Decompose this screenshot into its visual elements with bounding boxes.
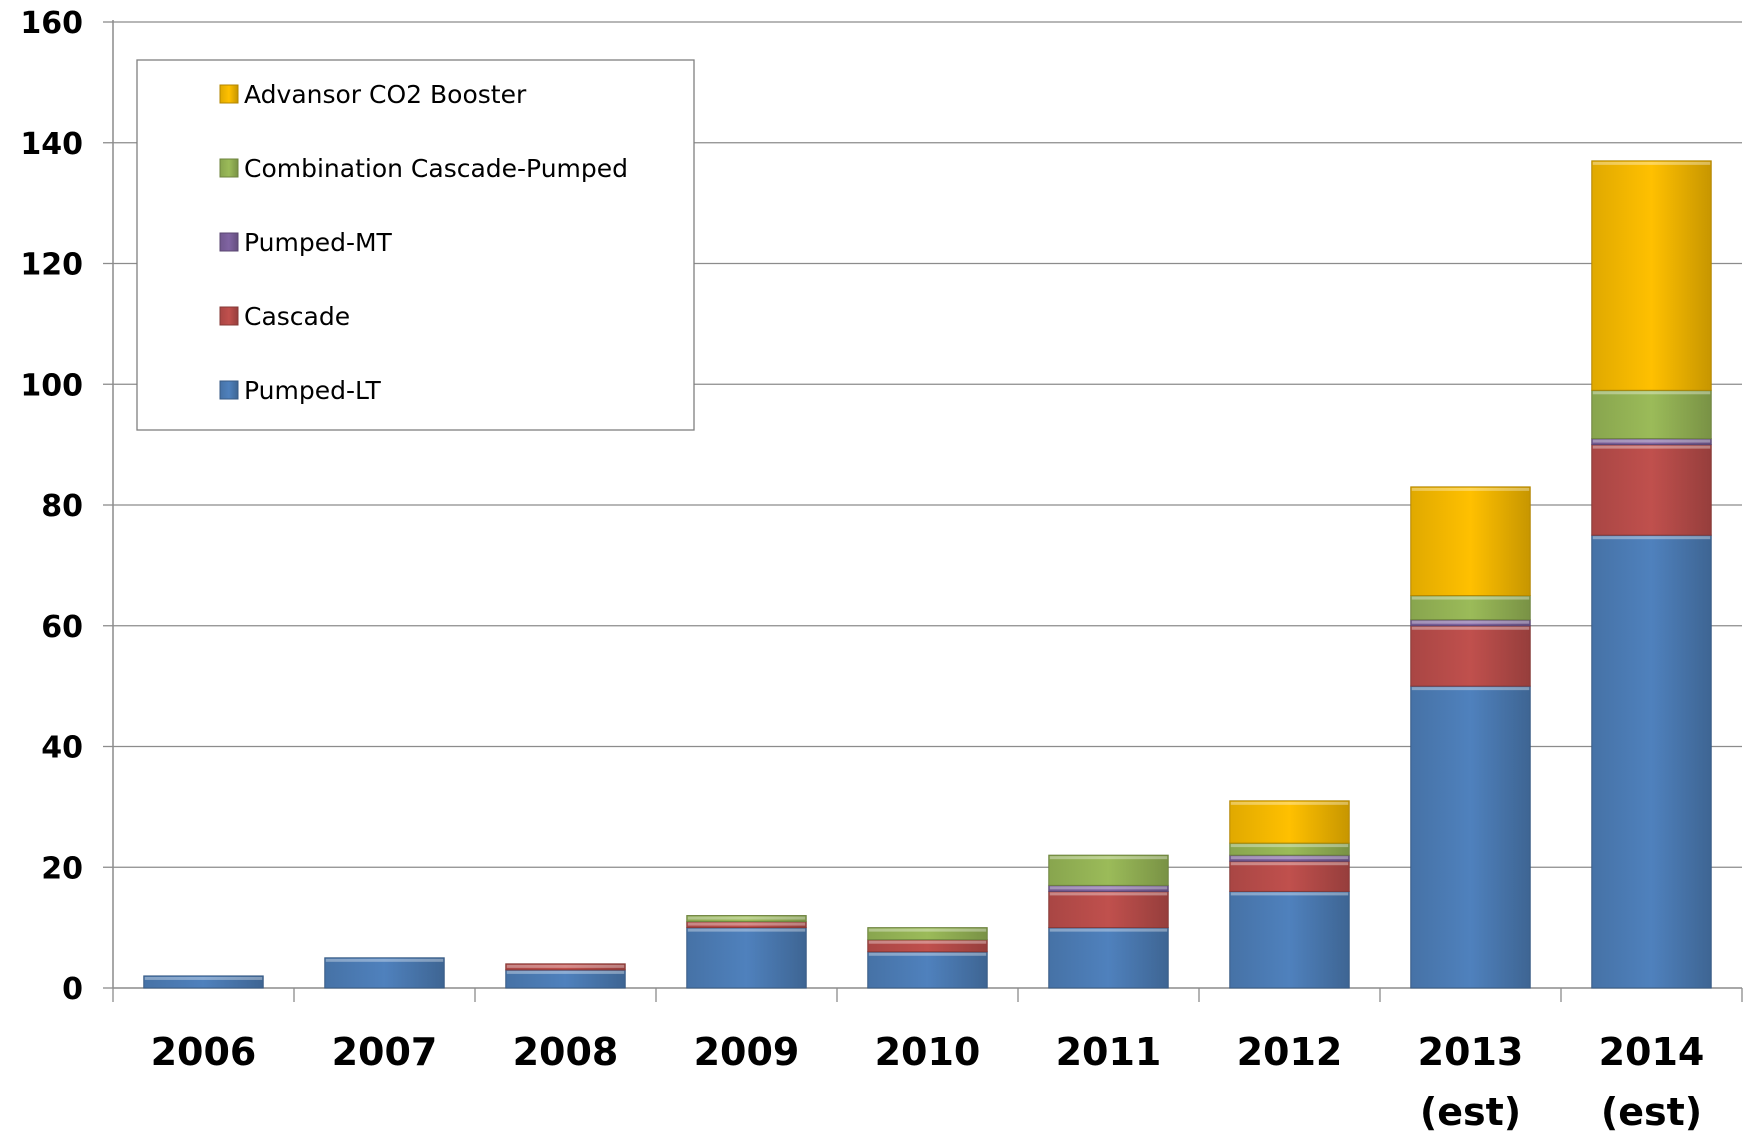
bar-highlight — [1411, 626, 1530, 630]
legend-swatch — [219, 380, 239, 400]
bar-highlight — [506, 970, 625, 974]
bar-highlight — [325, 958, 444, 962]
bar-highlight — [1049, 886, 1168, 890]
x-tick-label: 2014 — [1599, 1030, 1705, 1074]
bar-highlight — [1230, 856, 1349, 860]
y-tick-label: 60 — [41, 610, 83, 645]
bar-highlight — [687, 922, 806, 926]
x-tick-label: 2009 — [694, 1030, 800, 1074]
x-tick-label: 2006 — [151, 1030, 257, 1074]
bar-highlight — [687, 928, 806, 932]
x-axis-ticks: 2006 2007 2008 2009 2010 2011 2012 2013 (est) 201… — [151, 1030, 1705, 1134]
legend-swatch — [219, 84, 239, 104]
y-tick-label: 80 — [41, 489, 83, 524]
y-tick-label: 120 — [20, 248, 83, 283]
bar-cascade-2012 — [1229, 860, 1350, 892]
bar-cascade-2014 — [1591, 444, 1712, 536]
bar-highlight — [506, 964, 625, 968]
legend-swatch — [219, 232, 239, 252]
bar-combination-cascade-pumped-2011 — [1048, 854, 1169, 886]
bar-cascade-2008 — [505, 963, 626, 971]
x-tick-label: (est) — [1420, 1090, 1521, 1134]
bar-advansor-co2-booster-2014 — [1591, 160, 1712, 391]
y-tick-label: 140 — [20, 127, 83, 162]
bar-highlight — [1049, 928, 1168, 932]
bar-cascade-2013 — [1410, 625, 1531, 687]
bar-pumped-lt-2014 — [1591, 534, 1712, 989]
legend-label: Cascade — [244, 302, 350, 331]
bar-pumped-lt-2007 — [324, 957, 445, 989]
legend-label: Pumped-LT — [244, 376, 381, 405]
y-axis-ticks: 0 20 40 60 80 100 120 140 160 — [20, 6, 113, 1007]
bar-advansor-co2-booster-2012 — [1229, 800, 1350, 844]
legend-label: Advansor CO2 Booster — [244, 80, 527, 109]
legend-swatch — [219, 306, 239, 326]
bar-highlight — [1411, 487, 1530, 491]
bar-highlight — [1592, 391, 1711, 395]
bar-cascade-2011 — [1048, 890, 1169, 929]
bars — [143, 160, 1712, 989]
bar-pumped-lt-2013 — [1410, 685, 1531, 989]
bar-highlight — [1592, 445, 1711, 449]
bar-pumped-lt-2006 — [143, 975, 264, 989]
bar-highlight — [868, 940, 987, 944]
legend-swatch — [219, 158, 239, 178]
bar-highlight — [1049, 856, 1168, 860]
bar-highlight — [1230, 862, 1349, 866]
x-tick-label: 2008 — [513, 1030, 619, 1074]
bar-highlight — [1411, 687, 1530, 691]
y-tick-label: 40 — [41, 731, 83, 766]
bar-highlight — [868, 952, 987, 956]
bar-highlight — [687, 916, 806, 920]
bar-pumped-lt-2012 — [1229, 890, 1350, 989]
x-tick-label: 2011 — [1056, 1030, 1162, 1074]
bar-combination-cascade-pumped-2009 — [686, 915, 807, 923]
bar-advansor-co2-booster-2013 — [1410, 486, 1531, 597]
bar-highlight — [1049, 892, 1168, 896]
bar-combination-cascade-pumped-2013 — [1410, 595, 1531, 621]
y-tick-label: 20 — [41, 851, 83, 886]
bar-highlight — [1592, 536, 1711, 540]
x-tick-label: 2012 — [1237, 1030, 1343, 1074]
bar-highlight — [1592, 161, 1711, 165]
bar-highlight — [1411, 596, 1530, 600]
legend-label: Combination Cascade-Pumped — [244, 154, 628, 183]
bar-pumped-lt-2010 — [867, 951, 988, 989]
bar-highlight — [144, 976, 263, 980]
x-tick-label: (est) — [1601, 1090, 1702, 1134]
x-tick-label: 2010 — [875, 1030, 981, 1074]
y-tick-label: 100 — [20, 368, 83, 403]
x-tick-label: 2007 — [332, 1030, 438, 1074]
bar-highlight — [1230, 892, 1349, 896]
y-tick-label: 160 — [20, 6, 83, 41]
bar-highlight — [1592, 439, 1711, 443]
bar-highlight — [1230, 801, 1349, 805]
y-tick-label: 0 — [62, 972, 83, 1007]
bar-combination-cascade-pumped-2014 — [1591, 389, 1712, 440]
legend: Advansor CO2 Booster Combination Cascade-… — [136, 59, 695, 431]
bar-highlight — [1411, 620, 1530, 624]
x-tick-label: 2013 — [1418, 1030, 1524, 1074]
bar-pumped-lt-2009 — [686, 927, 807, 989]
bar-highlight — [868, 928, 987, 932]
legend-label: Pumped-MT — [244, 228, 393, 257]
bar-pumped-lt-2011 — [1048, 927, 1169, 989]
bar-highlight — [1230, 844, 1349, 848]
bar-combination-cascade-pumped-2010 — [867, 927, 988, 941]
